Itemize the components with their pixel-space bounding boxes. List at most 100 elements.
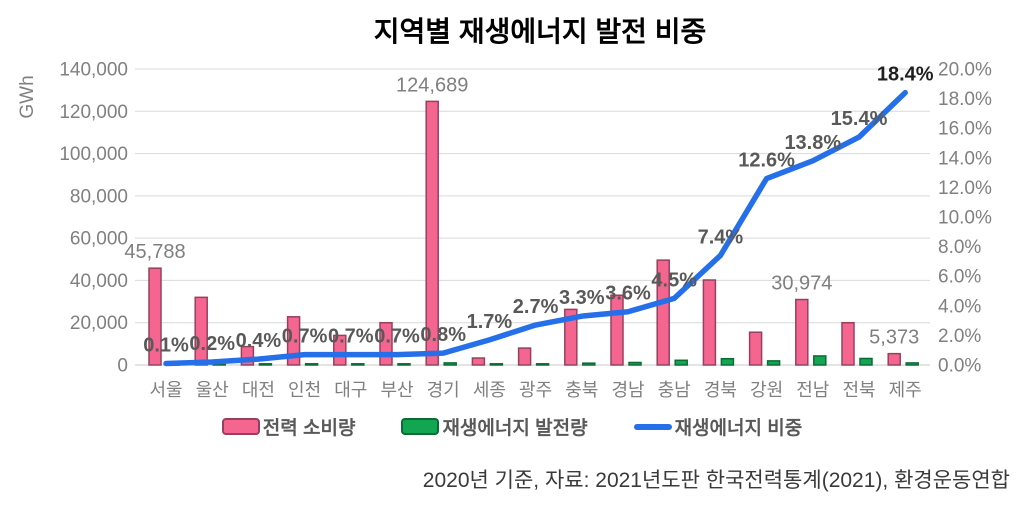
share-value-label: 0.7% — [328, 326, 374, 348]
share-value-label: 1.7% — [467, 311, 513, 333]
generation-bar — [304, 363, 319, 366]
right-axis-tick-label: 6.0% — [938, 267, 981, 288]
left-axis-tick-label: 140,000 — [59, 60, 128, 81]
share-value-label: 15.4% — [831, 108, 888, 130]
bar-value-label: 124,689 — [396, 74, 468, 96]
bar-value-label: 30,974 — [771, 273, 832, 295]
generation-bar — [443, 362, 457, 366]
share-value-label: 7.4% — [698, 226, 744, 248]
share-value-label: 4.5% — [651, 269, 697, 291]
generation-bar — [397, 363, 411, 366]
left-axis-tick-label: 60,000 — [70, 229, 128, 250]
x-axis-category-label: 부산 — [380, 380, 413, 400]
generation-bar — [813, 355, 827, 366]
consumption-bar — [471, 357, 486, 366]
share-value-label: 0.7% — [282, 326, 328, 348]
share-value-label: 3.3% — [559, 287, 605, 309]
chart-title: 지역별 재생에너지 발전 비중 — [373, 16, 707, 47]
x-axis-category-label: 대구 — [334, 380, 367, 400]
legend-item-generation: 재생에너지 발전량 — [401, 413, 588, 440]
consumption-bar — [564, 308, 578, 366]
legend-label-consumption: 전력 소비량 — [262, 418, 356, 439]
x-axis-category-label: 서울 — [149, 380, 182, 400]
share-value-label: 12.6% — [738, 150, 795, 172]
consumption-bar — [795, 298, 809, 366]
x-axis-category-label: 전남 — [796, 380, 829, 400]
right-axis-tick-label: 14.0% — [938, 148, 992, 169]
consumption-swatch-icon — [221, 418, 260, 435]
generation-bar — [535, 363, 550, 366]
consumption-bar — [425, 100, 439, 366]
consumption-bar — [333, 334, 347, 366]
share-value-label: 0.1% — [143, 335, 189, 357]
generation-bar — [720, 357, 735, 366]
consumption-bar — [748, 331, 763, 366]
right-axis-tick-label: 20.0% — [938, 60, 992, 81]
legend: 전력 소비량 재생에너지 발전량 재생에너지 비중 — [0, 413, 1024, 440]
legend-item-share: 재생에너지 비중 — [633, 413, 803, 440]
x-axis-category-label: 전북 — [842, 380, 875, 400]
source-note: 2020년 기준, 자료: 2021년도판 한국전력통계(2021), 환경운동… — [422, 469, 1010, 492]
consumption-bar — [656, 259, 670, 366]
generation-bar — [766, 360, 781, 366]
x-axis-category-label: 제주 — [889, 380, 922, 400]
consumption-bar — [702, 279, 717, 366]
generation-bar — [258, 363, 273, 366]
generation-bar — [905, 362, 919, 366]
consumption-bar — [148, 267, 162, 366]
share-value-label: 0.7% — [374, 326, 420, 348]
share-value-label: 0.2% — [189, 333, 235, 355]
right-axis-tick-label: 10.0% — [938, 208, 992, 229]
right-axis-tick-label: 0.0% — [938, 356, 981, 377]
generation-swatch-icon — [401, 418, 440, 435]
legend-label-share: 재생에너지 비중 — [674, 418, 803, 439]
generation-bar — [859, 357, 873, 366]
share-value-label: 13.8% — [784, 132, 841, 154]
x-axis-category-label: 경남 — [611, 380, 644, 400]
x-axis-category-label: 대전 — [242, 380, 275, 400]
x-axis-category-label: 강원 — [750, 380, 783, 400]
share-value-label: 0.4% — [236, 330, 282, 352]
generation-bar — [628, 361, 642, 366]
share-line-swatch-icon — [633, 423, 672, 430]
bar-value-label: 45,788 — [124, 241, 185, 263]
x-axis-category-label: 광주 — [519, 380, 552, 400]
share-value-label: 18.4% — [877, 64, 934, 86]
left-axis-unit-label: GWh — [17, 75, 38, 118]
x-axis-category-label: 경북 — [704, 380, 737, 400]
right-axis-tick-label: 2.0% — [938, 326, 981, 347]
generation-bar — [582, 362, 596, 366]
left-axis-tick-label: 100,000 — [59, 144, 128, 165]
right-axis-tick-label: 18.0% — [938, 89, 992, 110]
legend-item-consumption: 전력 소비량 — [221, 413, 356, 440]
x-axis-category-label: 울산 — [196, 380, 229, 400]
share-value-label: 3.6% — [605, 283, 651, 305]
consumption-bar — [841, 321, 855, 366]
share-value-label: 0.8% — [420, 324, 466, 346]
left-axis-tick-label: 0 — [117, 356, 128, 377]
right-axis-tick-label: 8.0% — [938, 237, 981, 258]
left-axis-tick-label: 120,000 — [59, 102, 128, 123]
consumption-bar — [610, 294, 624, 366]
left-axis-tick-label: 20,000 — [70, 313, 128, 334]
right-axis-tick-label: 16.0% — [938, 119, 992, 140]
share-line — [163, 89, 908, 367]
x-axis-category-label: 세종 — [473, 380, 506, 400]
generation-bar — [351, 363, 365, 366]
generation-bar — [674, 359, 688, 366]
right-axis-tick-label: 4.0% — [938, 296, 981, 317]
x-axis-category-label: 충북 — [565, 380, 598, 400]
right-axis-tick-label: 12.0% — [938, 178, 992, 199]
consumption-bar — [887, 352, 901, 366]
legend-label-generation: 재생에너지 발전량 — [442, 418, 588, 439]
left-axis-tick-label: 80,000 — [70, 186, 128, 207]
generation-bar — [489, 363, 504, 366]
consumption-bar — [517, 347, 532, 366]
x-axis-category-label: 인천 — [288, 380, 321, 400]
x-axis-category-label: 충남 — [658, 380, 691, 400]
x-axis-category-label: 경기 — [427, 380, 460, 400]
left-axis-tick-label: 40,000 — [70, 271, 128, 292]
bar-value-label: 5,373 — [869, 327, 919, 349]
